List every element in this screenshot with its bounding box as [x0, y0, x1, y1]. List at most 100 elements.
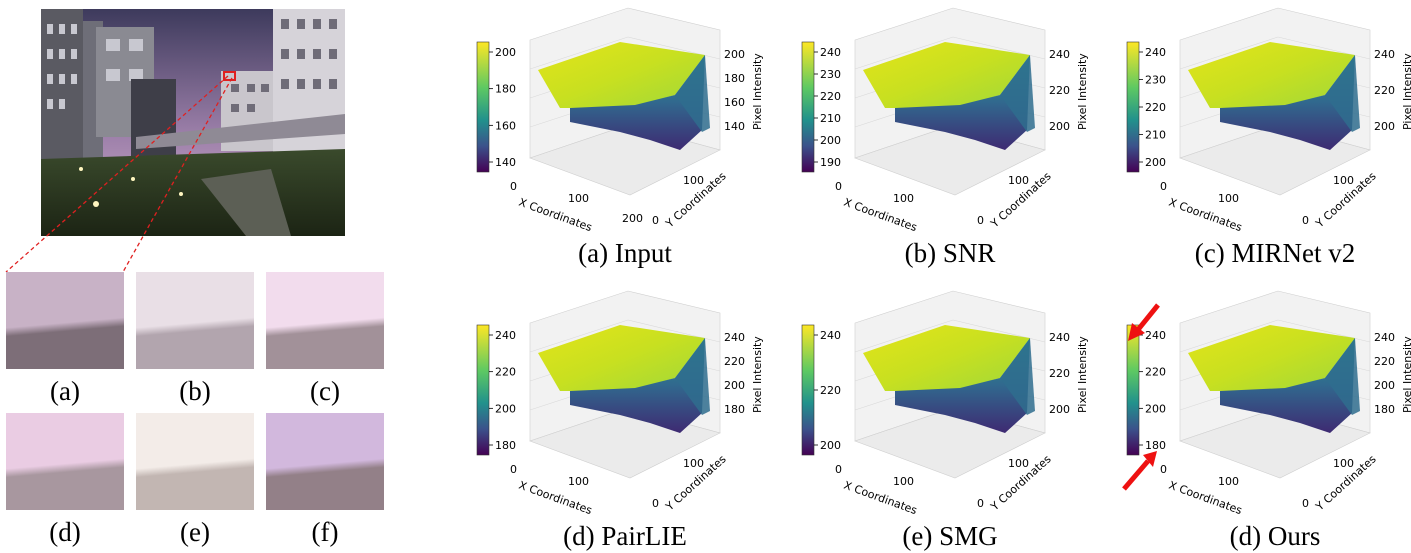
surface-edge	[1325, 55, 1360, 132]
x-tick-label: 200	[622, 212, 643, 225]
z-tick-label: 220	[724, 355, 745, 368]
colorbar-tick-label: 160	[495, 119, 516, 132]
surface-wall	[570, 338, 705, 433]
zoomed-patch	[6, 272, 124, 369]
surface-plot-panel: 240 220 200 240 220 200 Pixel Intensity 0 100 X C…	[795, 283, 1095, 553]
colorbar-tick-label: 210	[1145, 129, 1166, 142]
colorbar	[1126, 324, 1140, 456]
panel-caption: (a) Input	[578, 238, 672, 268]
z-tick-label: 140	[724, 120, 745, 133]
surface-plot: 240 220 200 180 240 220 200 180 Pixel Intensity 0…	[1122, 290, 1411, 517]
surface-plot: 240 230 220 210 200 190 240 220 200 Pixel Intensi…	[801, 7, 1089, 234]
y-tick-label: 0	[652, 497, 659, 510]
z-tick-label: 180	[1374, 403, 1395, 416]
surface-plateau	[863, 325, 1030, 391]
z-tick-label: 240	[1374, 331, 1395, 344]
grid-line	[854, 36, 954, 70]
colorbar-tick-label: 200	[820, 134, 841, 147]
panel-caption: (d) Ours	[1229, 521, 1321, 551]
surface-wall	[895, 55, 1030, 150]
surface-edge	[1000, 338, 1035, 415]
z-axis-title: Pixel Intensity	[1401, 53, 1411, 130]
panel-caption: (c) MIRNet v2	[1194, 238, 1356, 268]
patch-caption: (d)	[49, 517, 81, 547]
colorbar-tick-label: 210	[820, 112, 841, 125]
colorbar-tick-label: 200	[820, 439, 841, 452]
zoomed-patch	[136, 272, 254, 369]
surface-wall	[570, 55, 705, 150]
zoomed-patch	[266, 272, 384, 369]
colorbar-tick-label: 220	[495, 366, 516, 379]
z-tick-label: 220	[1374, 84, 1395, 97]
z-tick-label: 200	[1049, 403, 1070, 416]
surface-edge	[675, 338, 710, 415]
surface-plot-panel: 200 180 160 140 200 180 160 140 Pixel Intensity 0…	[470, 0, 770, 280]
patch-caption: (f)	[311, 517, 339, 547]
colorbar	[1126, 41, 1140, 173]
panel-caption: (d) PairLIE	[563, 521, 687, 551]
x-tick-label: 0	[835, 463, 842, 476]
surface-edge	[1000, 55, 1035, 132]
patch-caption: (c)	[310, 376, 340, 406]
y-tick-label: 100	[683, 174, 704, 187]
patch-caption: (a)	[50, 376, 80, 406]
z-tick-label: 200	[1374, 120, 1395, 133]
z-tick-label: 220	[1049, 367, 1070, 380]
surface-plot: 240 230 220 210 200 240 220 200 Pixel Intensity 0…	[1126, 7, 1411, 234]
grid-line	[1179, 36, 1279, 70]
z-tick-label: 180	[724, 403, 745, 416]
surface-plateau	[863, 42, 1030, 108]
z-axis-title: Pixel Intensity	[751, 53, 764, 130]
y-tick-label: 100	[1333, 174, 1354, 187]
colorbar-tick-label: 180	[495, 83, 516, 96]
selection-box	[223, 71, 236, 81]
panel-caption: (e) SMG	[902, 521, 998, 551]
colorbar-tick-label: 180	[495, 439, 516, 452]
colorbar-tick-label: 220	[820, 90, 841, 103]
z-axis-title: Pixel Intensity	[1076, 53, 1089, 130]
y-tick-label: 0	[977, 214, 984, 227]
arrow-bottom-head	[1143, 451, 1157, 467]
colorbar-tick-label: 220	[1145, 366, 1166, 379]
zoom-lines	[5, 75, 233, 273]
x-tick-label: 100	[893, 192, 914, 205]
scene-photo	[41, 9, 345, 236]
surface-plateau	[1188, 325, 1355, 391]
grid-line	[529, 319, 629, 353]
surface-wall	[895, 338, 1030, 433]
z-tick-label: 240	[724, 331, 745, 344]
x-tick-label: 0	[835, 180, 842, 193]
arrow-top-shaft	[1135, 303, 1160, 333]
z-tick-label: 200	[724, 379, 745, 392]
y-tick-label: 100	[683, 457, 704, 470]
z-tick-label: 240	[1049, 331, 1070, 344]
colorbar-tick-label: 200	[1145, 402, 1166, 415]
scene-photo-drawing	[41, 9, 345, 236]
surface-wall	[1220, 338, 1355, 433]
z-tick-label: 200	[1049, 120, 1070, 133]
x-tick-label: 100	[1218, 192, 1239, 205]
y-tick-label: 100	[1333, 457, 1354, 470]
z-tick-label: 240	[1049, 48, 1070, 61]
x-tick-label: 100	[1218, 475, 1239, 488]
arrow-bottom-shaft	[1122, 459, 1150, 491]
colorbar-tick-label: 240	[820, 46, 841, 59]
colorbar-tick-label: 240	[1145, 329, 1166, 342]
grid-line	[1179, 319, 1279, 353]
colorbar-tick-label: 240	[1145, 46, 1166, 59]
surface-plateau	[1188, 42, 1355, 108]
colorbar-tick-label: 240	[495, 329, 516, 342]
panel-caption: (b) SNR	[904, 238, 996, 268]
x-tick-label: 0	[1160, 463, 1167, 476]
y-tick-label: 0	[652, 214, 659, 227]
colorbar-tick-label: 220	[820, 384, 841, 397]
surface-plateau	[538, 325, 705, 391]
surface-plateau	[538, 42, 705, 108]
surface-edge	[675, 55, 710, 132]
zoomed-patch	[266, 413, 384, 510]
colorbar	[476, 324, 490, 456]
z-tick-label: 200	[724, 48, 745, 61]
grid-line	[529, 36, 629, 70]
colorbar-tick-label: 180	[1145, 439, 1166, 452]
x-tick-label: 0	[510, 180, 517, 193]
